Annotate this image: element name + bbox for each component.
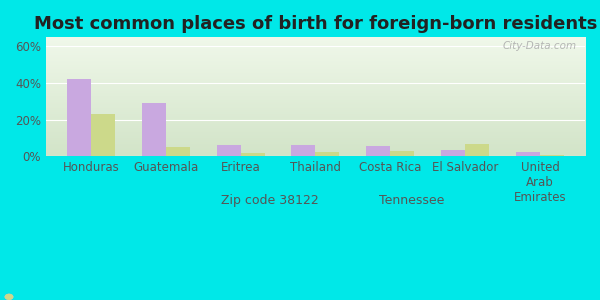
Bar <box>217 145 241 156</box>
Bar <box>142 103 166 156</box>
Legend: Zip code 38122, Tennessee: Zip code 38122, Tennessee <box>181 189 449 212</box>
Text: City-Data.com: City-Data.com <box>503 41 577 51</box>
Bar <box>391 151 414 156</box>
Bar <box>241 153 265 156</box>
Bar <box>465 144 489 156</box>
Title: Most common places of birth for foreign-born residents: Most common places of birth for foreign-… <box>34 15 597 33</box>
Bar <box>166 147 190 156</box>
Bar <box>316 152 340 156</box>
Bar <box>67 80 91 156</box>
Bar <box>540 155 564 156</box>
Bar <box>91 114 115 156</box>
Bar <box>367 146 391 156</box>
Bar <box>516 152 540 156</box>
Bar <box>292 145 316 156</box>
Bar <box>441 150 465 156</box>
